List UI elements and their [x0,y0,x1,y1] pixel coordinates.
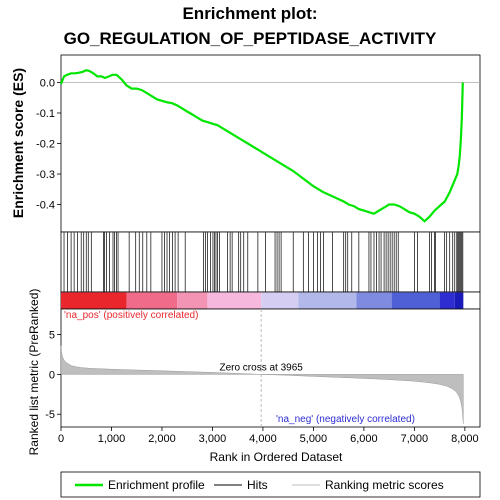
es-y-tick-label: -0.1 [36,108,55,120]
x-tick-label: 1,000 [98,433,126,445]
es-y-tick-label: -0.2 [36,139,55,151]
metric-panel: 5 0 -5 'na_pos' (positively correlated) Ze… [45,308,481,428]
enrichment-profile-line [59,69,464,223]
hit-lines [63,232,464,292]
chart-title-line1: Enrichment plot: [182,4,317,23]
legend-label: Ranking metric scores [325,478,444,492]
chart-title-line2: GO_REGULATION_OF_PEPTIDASE_ACTIVITY [64,29,437,48]
negative-correlation-label: 'na_neg' (negatively correlated) [276,414,415,425]
metric-panel-frame [60,308,481,428]
metric-y-axis-label: Ranked list metric (PreRanked) [27,289,41,456]
es-y-tick-label: 0.0 [40,77,55,89]
es-y-ticks: 0.0 -0.1 -0.2 -0.3 -0.4 [36,77,61,212]
colorbar-segment [177,292,208,309]
x-tick-label: 0 [58,433,64,445]
es-panel-frame [60,54,481,233]
x-tick-label: 7,000 [401,433,429,445]
colorbar-segment [61,292,127,309]
x-axis-ticks: 0 1,000 2,000 3,000 4,000 5,000 6,000 7,000 8,00… [58,427,479,445]
metric-y-tick-label: 0 [49,369,55,381]
x-tick-label: 3,000 [199,433,227,445]
ranking-colorbar [61,292,464,309]
es-y-axis-label: Enrichment score (ES) [10,68,26,218]
colorbar-segment [207,292,262,309]
legend-items: Enrichment profile Hits Ranking metric sco… [75,478,444,492]
es-y-tick-label: -0.4 [36,200,55,212]
x-tick-label: 2,000 [148,433,176,445]
legend: Enrichment profile Hits Ranking metric sco… [60,471,481,498]
metric-y-tick-label: 5 [49,330,55,342]
positive-correlation-label: 'na_pos' (positively correlated) [64,310,198,321]
metric-y-tick-label: -5 [45,409,55,421]
colorbar-segment [454,292,464,309]
zero-cross-label: Zero cross at 3965 [219,362,303,373]
colorbar-segment [298,292,357,309]
legend-label: Enrichment profile [108,478,205,492]
legend-frame [60,471,481,498]
colorbar-panel [60,291,481,310]
colorbar-segment [126,292,178,309]
x-axis-label: Rank in Ordered Dataset [210,450,343,464]
colorbar-segment [356,292,392,309]
es-y-tick-label: -0.3 [36,169,55,181]
x-tick-label: 5,000 [300,433,328,445]
colorbar-segment [391,292,440,309]
metric-y-ticks: 5 0 -5 [45,330,61,421]
hits-panel [60,231,481,293]
colorbar-segment [261,292,299,309]
es-panel: 0.0 -0.1 -0.2 -0.3 -0.4 [36,54,481,233]
x-tick-label: 8,000 [451,433,479,445]
legend-label: Hits [247,478,268,492]
hits-panel-frame [60,231,481,293]
x-tick-label: 4,000 [249,433,277,445]
x-tick-label: 6,000 [350,433,378,445]
colorbar-segment [439,292,455,309]
ranking-metric-area [60,345,464,424]
